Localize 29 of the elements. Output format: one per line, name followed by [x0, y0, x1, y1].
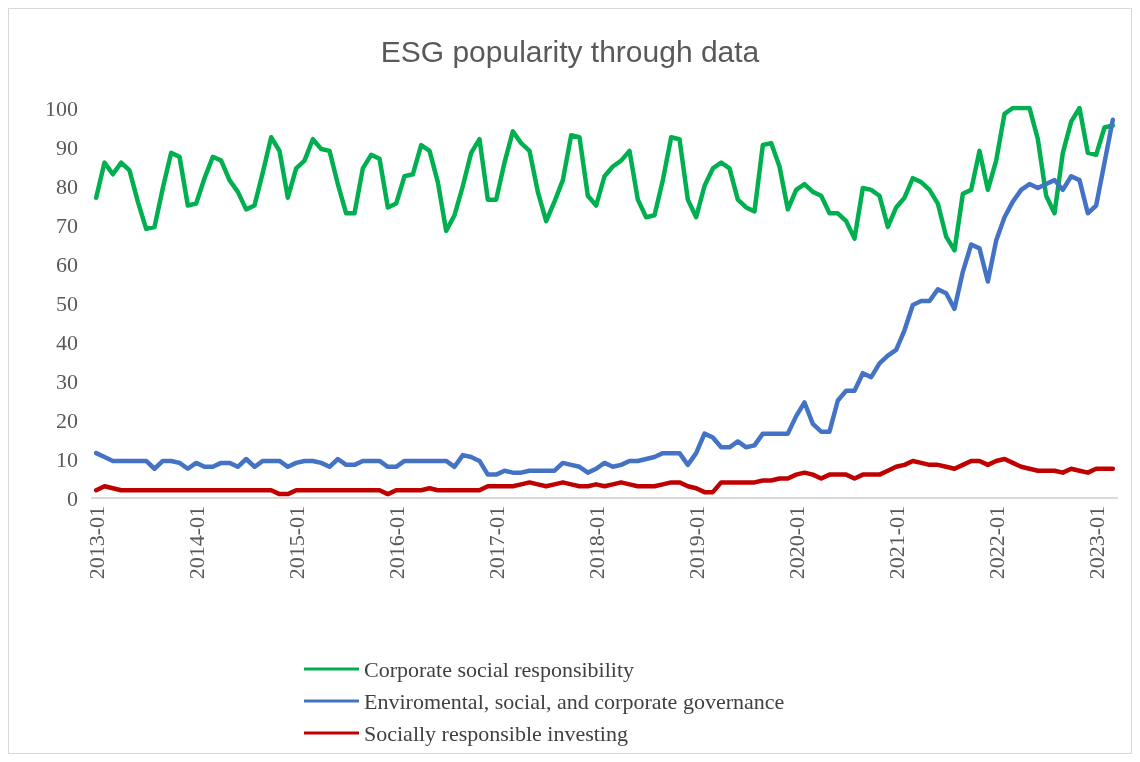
x-tick-label: 2017-01: [483, 506, 509, 580]
legend-label: Socially responsible investing: [364, 720, 628, 746]
x-tick-label: 2023-01: [1083, 506, 1109, 580]
y-tick-label: 70: [56, 212, 78, 238]
y-tick-label: 10: [56, 446, 78, 472]
y-tick-label: 60: [56, 251, 78, 277]
line-series: [93, 456, 1116, 497]
x-tick-label: 2015-01: [283, 506, 309, 580]
y-tick-label: 100: [45, 95, 78, 121]
x-tick-label: 2021-01: [883, 506, 909, 580]
x-tick-label: 2016-01: [383, 506, 409, 580]
y-tick-label: 0: [67, 485, 78, 511]
y-tick-label: 40: [56, 329, 78, 355]
y-tick-label: 50: [56, 290, 78, 316]
x-tick-label: 2013-01: [83, 506, 109, 580]
line-series: [93, 105, 1116, 253]
x-tick-label: 2014-01: [183, 506, 209, 580]
y-tick-label: 30: [56, 368, 78, 394]
legend-label: Corporate social responsibility: [364, 656, 635, 682]
y-tick-label: 80: [56, 173, 78, 199]
y-tick-label: 20: [56, 407, 78, 433]
y-tick-label: 90: [56, 134, 78, 160]
x-tick-label: 2019-01: [683, 506, 709, 580]
x-tick-label: 2020-01: [783, 506, 809, 580]
x-tick-label: 2018-01: [583, 506, 609, 580]
legend-label: Enviromental, social, and corporate governance: [364, 688, 785, 714]
line-series: [93, 117, 1116, 477]
chart-title: ESG popularity through data: [380, 34, 760, 68]
x-tick-label: 2022-01: [983, 506, 1009, 580]
